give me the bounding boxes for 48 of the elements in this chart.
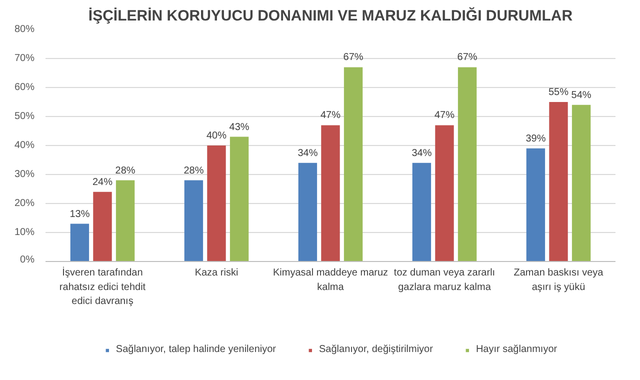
bar [184,180,204,262]
data-label: 28% [115,165,136,176]
x-tick-label: toz duman veya zararlı gazlara maruz kalma [394,268,496,293]
bar [549,102,568,262]
data-label: 40% [206,130,227,142]
bar [93,192,112,262]
data-label: 55% [548,87,569,98]
x-tick-label: Kimyasal maddeye maruz kalma [272,268,388,293]
y-tick-label: 50% [14,111,35,122]
bar [435,125,454,262]
bar [572,104,591,262]
bar [230,136,249,262]
bar [207,146,226,262]
bar [321,125,340,262]
legend-label: Sağlanıyor, talep halinde yenileniyor [116,344,276,355]
x-tick-label: Kaza riski [194,268,238,278]
bar [458,67,477,262]
data-label: 47% [320,110,341,122]
data-label: 28% [184,165,204,176]
data-label: 34% [298,148,318,159]
bar [412,162,432,262]
y-tick-label: 0% [20,254,35,266]
y-tick-label: 20% [14,198,35,209]
bar [70,224,90,262]
bar [298,162,318,262]
bar [116,180,135,262]
y-tick-label: 70% [14,53,35,64]
x-tick-label: İşveren tarafından rahatsız edici tehdit edici davranış [59,266,146,308]
y-tick-label: 30% [14,169,35,180]
data-label: 54% [571,90,592,101]
data-label: 67% [457,52,478,64]
y-tick-label: 80% [14,24,35,35]
data-label: 34% [412,148,432,159]
data-label: 67% [343,52,364,64]
legend-label: Sağlanıyor, değiştirilmiyor [319,344,433,355]
y-tick-label: 10% [14,227,35,238]
legend-label: Hayır sağlanmıyor [476,344,558,355]
chart-title: İŞÇİLERİN KORUYUCU DONANIMI VE MARUZ KALDIĞI DURUMLAR [88,6,573,24]
y-tick-label: 60% [14,82,35,93]
x-tick-label: Zaman baskısı veya aşırı iş yükü [514,268,604,293]
data-label: 24% [92,176,113,188]
data-label: 39% [526,133,546,144]
data-label: 13% [70,208,90,220]
bar [526,148,546,262]
data-label: 43% [229,122,250,133]
data-label: 47% [434,110,455,122]
y-tick-label: 40% [14,140,35,151]
bar [344,67,363,262]
